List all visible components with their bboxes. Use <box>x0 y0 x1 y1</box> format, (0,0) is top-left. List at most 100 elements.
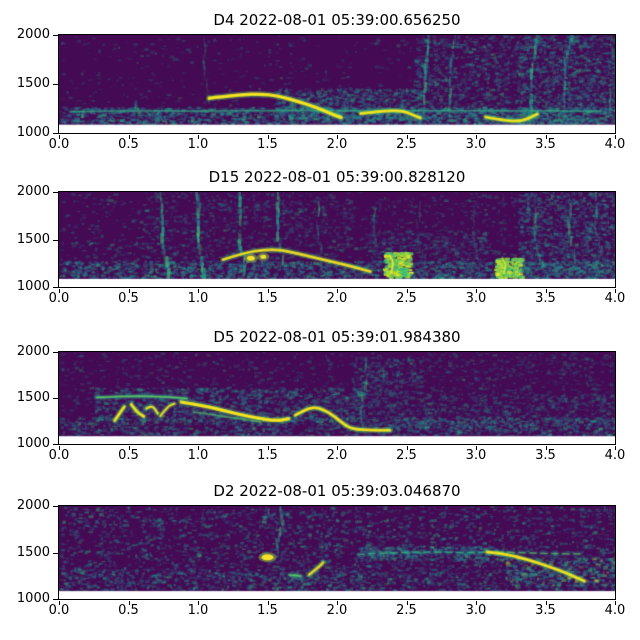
x-tick-label: 3.0 <box>465 448 487 463</box>
spectrogram-canvas <box>59 506 615 599</box>
x-tick-mark <box>198 135 199 139</box>
x-tick-mark <box>615 446 616 450</box>
panel-title: D4 2022-08-01 05:39:00.656250 <box>213 11 461 29</box>
x-tick-mark <box>59 446 60 450</box>
x-tick-label: 2.5 <box>396 291 417 306</box>
x-tick-label: 3.5 <box>535 137 556 152</box>
x-tick-label: 4.0 <box>604 448 626 463</box>
x-tick-mark <box>545 135 547 139</box>
y-tick-label: 2000 <box>16 27 50 42</box>
x-tick-mark <box>128 601 130 605</box>
x-tick-label: 0.5 <box>118 603 139 618</box>
y-tick-label: 1000 <box>16 436 50 451</box>
x-tick-mark <box>198 601 199 605</box>
x-tick-label: 1.0 <box>187 603 209 618</box>
x-tick-label: 0.5 <box>118 448 139 463</box>
y-tick-label: 2000 <box>16 184 50 199</box>
y-tick-label: 1500 <box>16 76 50 91</box>
x-tick-label: 3.0 <box>465 603 487 618</box>
y-tick-label: 1500 <box>16 390 50 405</box>
spectrogram-plot <box>58 34 616 134</box>
spectrogram-canvas <box>59 352 615 444</box>
x-tick-label: 2.5 <box>396 603 417 618</box>
x-tick-label: 0.5 <box>118 137 139 152</box>
x-tick-mark <box>615 601 616 605</box>
x-tick-label: 2.0 <box>326 137 348 152</box>
y-tick-mark <box>53 192 58 193</box>
y-tick-mark <box>53 35 58 36</box>
y-tick-mark <box>53 287 58 288</box>
x-tick-label: 1.0 <box>187 448 209 463</box>
x-tick-label: 3.0 <box>465 137 487 152</box>
spectrogram-plot <box>58 351 616 445</box>
x-tick-mark <box>337 446 338 450</box>
x-tick-mark <box>545 289 547 293</box>
y-tick-mark <box>53 552 58 554</box>
x-tick-mark <box>59 601 60 605</box>
x-tick-mark <box>267 446 269 450</box>
x-tick-label: 1.5 <box>257 603 278 618</box>
x-tick-mark <box>337 135 338 139</box>
x-tick-mark <box>406 446 408 450</box>
y-tick-label: 1500 <box>16 231 50 247</box>
spectrogram-plot <box>58 505 616 600</box>
panel-title: D2 2022-08-01 05:39:03.046870 <box>213 482 461 500</box>
y-tick-label: 2000 <box>16 344 50 359</box>
x-tick-label: 1.5 <box>257 291 278 306</box>
x-tick-label: 1.5 <box>257 448 278 463</box>
x-tick-label: 0.0 <box>48 603 70 618</box>
panel-title: D15 2022-08-01 05:39:00.828120 <box>208 168 466 186</box>
spectrogram-plot <box>58 191 616 288</box>
spectrogram-canvas <box>59 192 615 287</box>
x-tick-label: 4.0 <box>604 291 626 306</box>
x-tick-mark <box>476 289 477 293</box>
panel-title: D5 2022-08-01 05:39:01.984380 <box>213 328 461 346</box>
y-tick-mark <box>53 398 58 399</box>
x-tick-mark <box>267 135 269 139</box>
y-tick-mark <box>53 506 58 507</box>
y-tick-mark <box>53 599 58 600</box>
x-tick-label: 2.0 <box>326 603 348 618</box>
x-tick-mark <box>476 446 477 450</box>
x-tick-label: 4.0 <box>604 603 626 618</box>
x-tick-mark <box>476 601 477 605</box>
x-tick-mark <box>128 289 130 293</box>
x-tick-mark <box>337 289 338 293</box>
x-tick-mark <box>267 601 269 605</box>
y-tick-label: 1500 <box>16 544 50 560</box>
x-tick-mark <box>59 289 60 293</box>
y-tick-mark <box>53 239 58 241</box>
x-tick-label: 2.5 <box>396 137 417 152</box>
x-tick-mark <box>545 601 547 605</box>
x-tick-label: 0.5 <box>118 291 139 306</box>
x-tick-mark <box>337 601 338 605</box>
y-tick-label: 1000 <box>16 125 50 140</box>
x-tick-mark <box>59 135 60 139</box>
x-tick-label: 2.5 <box>396 448 417 463</box>
x-tick-label: 3.5 <box>535 291 556 306</box>
x-tick-label: 3.5 <box>535 448 556 463</box>
x-tick-label: 3.5 <box>535 603 556 618</box>
x-tick-mark <box>128 446 130 450</box>
x-tick-mark <box>406 289 408 293</box>
x-tick-mark <box>198 446 199 450</box>
y-tick-mark <box>53 84 58 85</box>
x-tick-label: 4.0 <box>604 137 626 152</box>
x-tick-mark <box>406 135 408 139</box>
x-tick-mark <box>198 289 199 293</box>
x-tick-label: 1.0 <box>187 291 209 306</box>
y-tick-label: 2000 <box>16 498 50 513</box>
x-tick-mark <box>615 289 616 293</box>
x-tick-mark <box>545 446 547 450</box>
y-tick-mark <box>53 133 58 134</box>
x-tick-label: 0.0 <box>48 291 70 306</box>
y-tick-mark <box>53 352 58 353</box>
x-tick-label: 2.0 <box>326 448 348 463</box>
y-tick-mark <box>53 444 58 445</box>
y-tick-label: 1000 <box>16 591 50 606</box>
x-tick-mark <box>267 289 269 293</box>
y-tick-label: 1000 <box>16 279 50 294</box>
x-tick-label: 3.0 <box>465 291 487 306</box>
x-tick-label: 0.0 <box>48 137 70 152</box>
